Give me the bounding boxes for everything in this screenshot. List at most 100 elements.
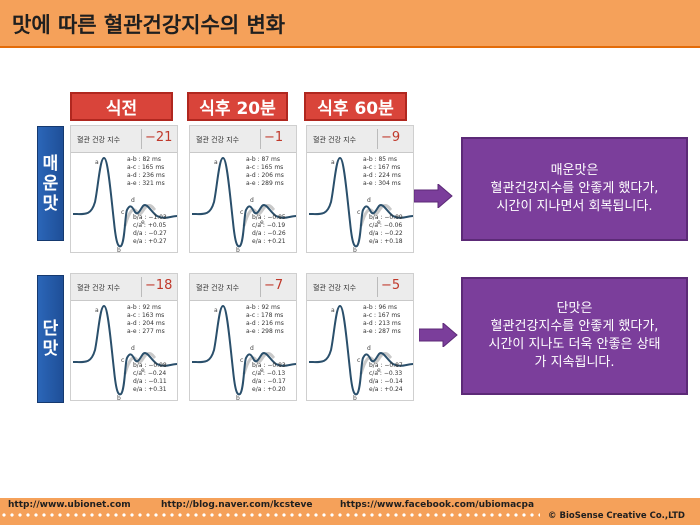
interval-time: a-e : 304 ms (363, 180, 401, 187)
reference-curve (359, 352, 393, 375)
amplitude-ratio: c/a : −0.19 (252, 222, 286, 229)
result-line: 단맛은 (556, 301, 593, 316)
card-header-label: 혈관 건강 지수 (313, 284, 357, 292)
column-header-after-60min: 식후 60분 (304, 92, 407, 121)
peak-label-c: c (121, 209, 124, 216)
measurement-card: 혈관 건강 지수 −21 a b c d e a-b : 82 ms a-c : 165 ms a… (70, 125, 178, 253)
reference-curve (123, 204, 157, 227)
amplitude-ratio: b/a : −1.03 (133, 214, 167, 221)
footer-link-facebook[interactable]: https://www.facebook.com/ubiomacpa (340, 500, 535, 510)
interval-times: a-b : 96 ms a-c : 167 ms a-d : 213 ms a-e :… (363, 304, 401, 336)
pulse-curve (308, 156, 413, 248)
card-header-label: 혈관 건강 지수 (196, 136, 240, 144)
amplitude-ratio: e/a : +0.24 (369, 386, 403, 393)
interval-times: a-b : 82 ms a-c : 165 ms a-d : 236 ms a-e :… (127, 156, 165, 188)
peak-label-b: b (353, 395, 357, 401)
footer-dots (0, 512, 540, 518)
pulse-curve (191, 304, 296, 396)
card-header: 혈관 건강 지수 −5 (307, 274, 413, 301)
row-label-sweet: 단 맛 (37, 275, 64, 403)
row-label-char: 운 (42, 173, 59, 194)
row-label-char: 단 (42, 319, 59, 339)
measurement-card: 혈관 건강 지수 −1 a b c d e a-b : 87 ms a-c : 165 ms a-… (189, 125, 297, 253)
amplitude-ratio: c/a : −0.06 (369, 222, 403, 229)
peak-label-b: b (353, 247, 357, 253)
amplitude-ratio: b/a : −0.89 (369, 214, 403, 221)
reference-curve (123, 352, 157, 375)
right-arrow-icon (419, 323, 458, 347)
peak-label-b: b (236, 247, 240, 253)
peak-label-c: c (357, 357, 360, 364)
row-label-char: 매 (42, 153, 59, 174)
interval-time: a-e : 287 ms (363, 328, 401, 335)
column-header-before-meal: 식전 (70, 92, 173, 121)
peak-label-c: c (357, 209, 360, 216)
interval-times: a-b : 92 ms a-c : 163 ms a-d : 204 ms a-e :… (127, 304, 165, 336)
interval-time: a-e : 298 ms (246, 328, 284, 335)
peak-label-d: d (367, 345, 371, 352)
amplitude-ratio: b/a : −0.85 (252, 214, 286, 221)
interval-time: a-c : 165 ms (246, 164, 284, 171)
footer-bar: http://www.ubionet.com http://blog.naver… (0, 498, 700, 525)
footer-copyright: © BioSense Creative Co.,LTD (548, 511, 685, 521)
reference-curve (359, 204, 393, 227)
result-line: 혈관건강지수를 안좋게 했다가, (490, 319, 659, 334)
measurement-card: 혈관 건강 지수 −18 a b c d e a-b : 92 ms a-c : 163 ms a… (70, 273, 178, 401)
interval-time: a-c : 167 ms (363, 164, 401, 171)
amplitude-ratio: d/a : −0.27 (133, 230, 167, 237)
result-line: 시간이 지나도 더욱 안좋은 상태 (488, 337, 661, 352)
row-label-char: 맛 (42, 339, 59, 359)
amplitude-ratio: d/a : −0.22 (369, 230, 403, 237)
card-header: 혈관 건강 지수 −21 (71, 126, 177, 153)
amplitude-ratio: b/a : −0.87 (369, 362, 403, 369)
vascular-health-score: −21 (145, 130, 173, 145)
interval-times: a-b : 92 ms a-c : 178 ms a-d : 216 ms a-e :… (246, 304, 284, 336)
card-header-divider (377, 129, 378, 149)
result-box-spicy: 매운맛은 혈관건강지수를 안좋게 했다가, 시간이 지나면서 회복됩니다. (461, 137, 688, 241)
peak-label-e: e (377, 367, 381, 374)
card-header-label: 혈관 건강 지수 (77, 284, 121, 292)
vascular-health-score: −18 (145, 278, 173, 293)
amplitude-ratios: b/a : −0.89 c/a : −0.06 d/a : −0.22 e/a : +… (369, 214, 403, 246)
card-header-divider (377, 277, 378, 297)
amplitude-ratios: b/a : −0.98 c/a : −0.24 d/a : −0.11 e/a : +… (133, 362, 167, 394)
peak-label-e: e (141, 219, 145, 226)
vascular-health-score: −5 (381, 278, 401, 293)
interval-times: a-b : 85 ms a-c : 167 ms a-d : 224 ms a-e :… (363, 156, 401, 188)
card-header-label: 혈관 건강 지수 (313, 136, 357, 144)
peak-label-e: e (260, 367, 264, 374)
pulse-waveform: a b cd e (72, 304, 177, 400)
peak-label-e: e (377, 219, 381, 226)
amplitude-ratios: b/a : −1.03 c/a : +0.05 d/a : −0.27 e/a : +… (133, 214, 167, 246)
pulse-waveform: a b cd e (72, 156, 177, 252)
footer-link-blog[interactable]: http://blog.naver.com/kcsteve (161, 500, 313, 510)
amplitude-ratio: e/a : +0.20 (252, 386, 286, 393)
amplitude-ratio: e/a : +0.27 (133, 238, 167, 245)
peak-label-a: a (95, 307, 99, 314)
page-title: 맛에 따른 혈관건강지수의 변화 (12, 13, 286, 37)
vascular-health-score: −9 (381, 130, 401, 145)
interval-time: a-b : 87 ms (246, 156, 280, 163)
amplitude-ratios: b/a : −0.83 c/a : −0.13 d/a : −0.17 e/a : +… (252, 362, 286, 394)
amplitude-ratio: b/a : −0.83 (252, 362, 286, 369)
pulse-curve (191, 156, 296, 248)
card-header-divider (141, 277, 142, 297)
peak-label-d: d (131, 197, 135, 204)
pulse-waveform: a b cd e (191, 156, 296, 253)
interval-time: a-e : 321 ms (127, 180, 165, 187)
peak-label-d: d (131, 345, 135, 352)
interval-time: a-b : 92 ms (127, 304, 161, 311)
footer-link-ubionet[interactable]: http://www.ubionet.com (8, 500, 131, 510)
peak-label-b: b (236, 395, 240, 401)
amplitude-ratio: e/a : +0.31 (133, 386, 167, 393)
amplitude-ratios: b/a : −0.85 c/a : −0.19 d/a : −0.26 e/a : +… (252, 214, 286, 246)
vascular-health-score: −7 (264, 278, 284, 293)
amplitude-ratio: c/a : +0.05 (133, 222, 167, 229)
card-header: 혈관 건강 지수 −18 (71, 274, 177, 301)
reference-curve (242, 204, 276, 227)
interval-time: a-d : 236 ms (127, 172, 165, 179)
peak-label-e: e (260, 219, 264, 226)
interval-time: a-d : 204 ms (127, 320, 165, 327)
interval-time: a-d : 206 ms (246, 172, 284, 179)
interval-time: a-e : 277 ms (127, 328, 165, 335)
